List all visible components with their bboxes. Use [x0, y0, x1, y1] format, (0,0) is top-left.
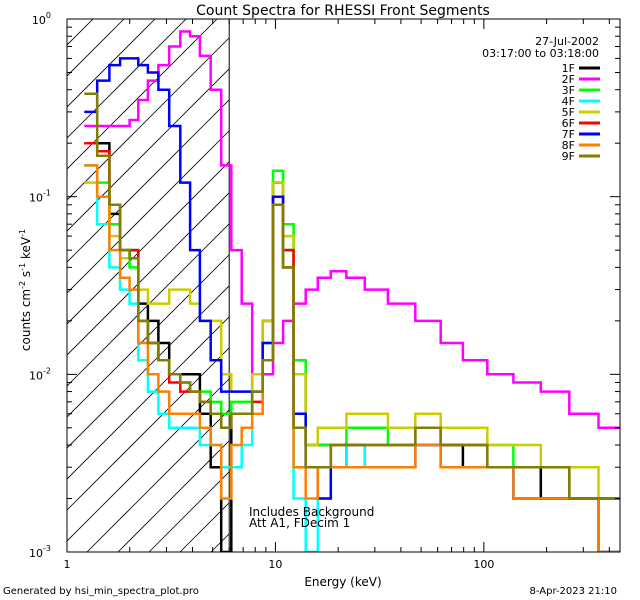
annotation-background: Includes Background [249, 505, 374, 519]
y-tick-label: 10-2 [29, 366, 51, 382]
series-layer [84, 30, 620, 552]
x-tick-label: 10 [268, 558, 282, 571]
legend-label-5f: 5F [562, 106, 575, 119]
legend-label-1f: 1F [562, 62, 575, 75]
plot-frame [66, 18, 621, 553]
x-tick-label: 1 [64, 558, 71, 571]
hatch-line [67, 19, 156, 108]
legend-label-4f: 4F [562, 95, 575, 108]
hatch-line [67, 19, 280, 232]
series-line-9f [84, 92, 620, 500]
time-range-label: 03:17:00 to 03:18:00 [482, 47, 599, 60]
hatch-line [67, 19, 249, 201]
axis-ticks: 1 10 100 100 10-1 10-2 10-3 [29, 11, 620, 571]
chart-title: Count Spectra for RHESSI Front Segments [196, 3, 490, 19]
legend-label-2f: 2F [562, 73, 575, 86]
annotation-attenuator: Att A1, FDecim 1 [249, 516, 350, 530]
legend-label-9f: 9F [562, 150, 575, 163]
hatch-line [67, 19, 187, 139]
x-axis-label: Energy (keV) [304, 575, 381, 589]
date-label: 27-Jul-2002 [535, 35, 599, 48]
hatch-line [67, 19, 94, 46]
x-tick-label: 100 [473, 558, 494, 571]
y-tick-label: 10-3 [29, 544, 51, 560]
hatch-line [67, 19, 218, 170]
hatch-line [0, 0, 89, 552]
series-line-8f [84, 164, 620, 552]
timestamp-label: 8-Apr-2023 21:10 [530, 586, 617, 597]
legend-label-8f: 8F [562, 139, 575, 152]
series-line-2f [84, 30, 620, 430]
y-tick-label: 10-1 [29, 189, 51, 205]
legend-label-7f: 7F [562, 128, 575, 141]
legend-label-6f: 6F [562, 117, 575, 130]
y-tick-label: 100 [32, 11, 51, 27]
series-line-5f [84, 181, 620, 500]
legend-label-3f: 3F [562, 84, 575, 97]
generated-by-label: Generated by hsi_min_spectra_plot.pro [3, 586, 199, 597]
y-axis-label: counts cm-2 s-1 keV-1 [18, 229, 33, 351]
